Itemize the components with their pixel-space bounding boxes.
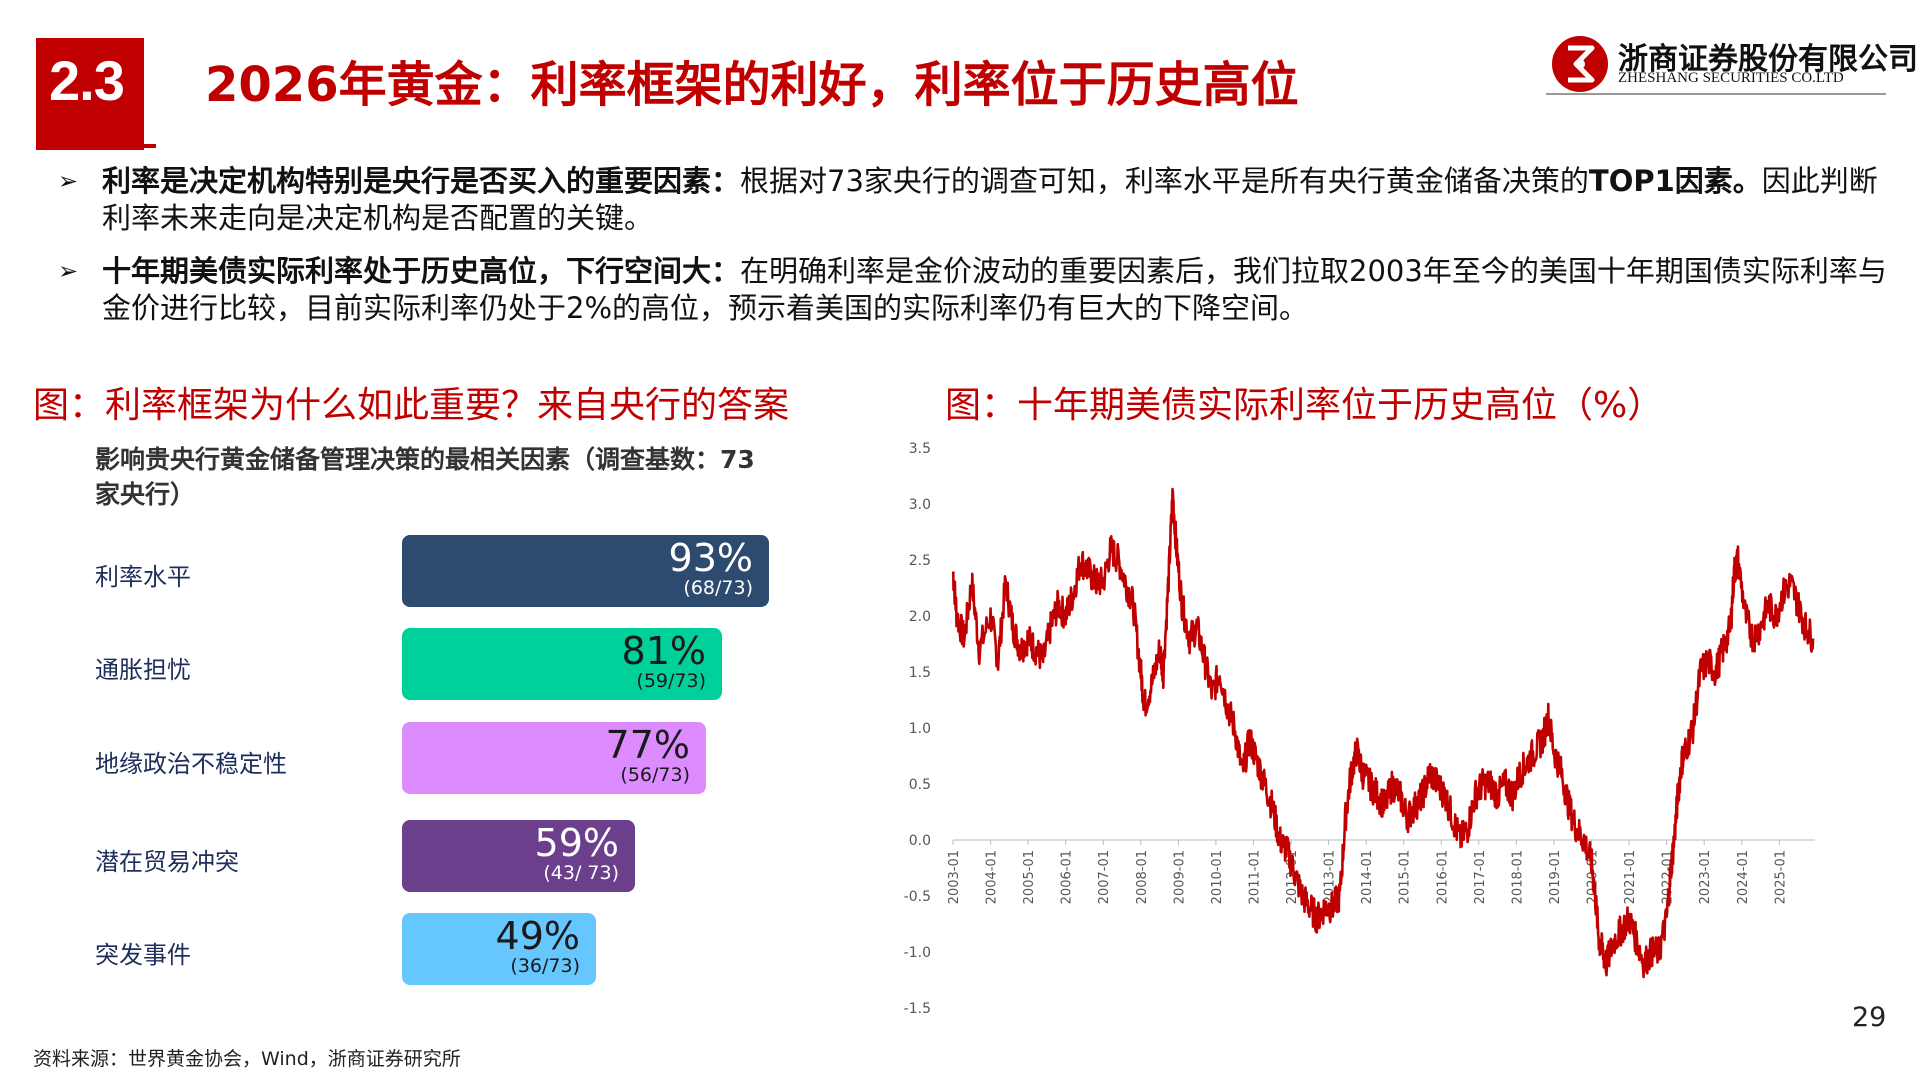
company-name-cn: 浙商证券股份有限公司 (1618, 42, 1918, 77)
bar-chart-heading: 影响贵央行黄金储备管理决策的最相关因素（调查基数：73家央行） (95, 445, 755, 509)
bar-count-label: (56/73) (620, 764, 690, 786)
bar-count-label: (43/ 73) (543, 862, 619, 884)
y-tick-label: 1.0 (909, 721, 931, 737)
x-tick-label: 2004-01 (985, 850, 1000, 904)
bar-value-label: 49% (495, 914, 580, 958)
bar-category-label: 突发事件 (95, 941, 191, 969)
real-rate-series-line (951, 487, 1815, 979)
page-number: 29 (1852, 1002, 1887, 1033)
y-tick-label: -0.5 (904, 889, 931, 905)
right-figure-title: 图：十年期美债实际利率位于历史高位（%） (945, 385, 1664, 426)
bar-category-label: 利率水平 (95, 563, 191, 591)
bullet-1-text-b: 因此判断利率未来走向是决定机构是否配置的关键。 (102, 164, 1878, 235)
bullet-1-text-a: 根据对73家央行的调查可知，利率水平是所有央行黄金储备决策的 (740, 164, 1589, 198)
x-tick-label: 2006-01 (1060, 850, 1075, 904)
source-note: 资料来源：世界黄金协会，Wind，浙商证券研究所 (33, 1048, 461, 1070)
bar: 59% (43/ 73) (402, 820, 635, 892)
x-tick-label: 2025-01 (1773, 850, 1788, 904)
logo-divider (1546, 93, 1886, 95)
bar: 49% (36/73) (402, 913, 596, 985)
x-tick-label: 2007-01 (1097, 850, 1112, 904)
bar: 93% (68/73) (402, 535, 769, 607)
y-tick-label: 3.5 (909, 441, 931, 457)
real-rate-line-chart: 3.5 3.0 2.5 2.0 1.5 1.0 0.5 0.0 -0.5 -1.0 -1.5 2003… (904, 441, 1815, 1017)
bar-value-label: 59% (534, 821, 619, 865)
bar: 81% (59/73) (402, 628, 722, 700)
x-tick-label: 2010-01 (1210, 850, 1225, 904)
bar-count-label: (59/73) (636, 670, 706, 692)
x-tick-label: 2024-01 (1736, 850, 1751, 904)
x-tick-label: 2016-01 (1435, 850, 1450, 904)
bullet-2-bold: 十年期美债实际利率处于历史高位，下行空间大： (102, 254, 741, 288)
x-tick-label: 2009-01 (1172, 850, 1187, 904)
bullet-arrow-icon: ➢ (58, 257, 79, 285)
x-tick-label: 2018-01 (1510, 850, 1525, 904)
y-tick-label: 1.5 (909, 665, 931, 681)
bar-count-label: (68/73) (683, 577, 753, 599)
section-badge (36, 38, 144, 150)
left-figure-title: 图：利率框架为什么如此重要？来自央行的答案 (33, 385, 790, 426)
page-title: 2026年黄金：利率框架的利好，利率位于历史高位 (205, 57, 1299, 113)
zheshang-logo-icon (1552, 36, 1608, 92)
section-number: 2.3 (49, 49, 125, 112)
x-tick-label: 2019-01 (1548, 850, 1563, 904)
x-tick-label: 2011-01 (1247, 850, 1262, 904)
section-badge-underline (36, 144, 156, 148)
bullet-1-bold-b: TOP1因素。 (1588, 164, 1762, 198)
y-tick-label: -1.0 (904, 945, 931, 961)
y-tick-label: 2.5 (909, 553, 931, 569)
x-tick-label: 2015-01 (1398, 850, 1413, 904)
y-tick-label: 2.0 (909, 609, 931, 625)
x-tick-label: 2021-01 (1623, 850, 1638, 904)
y-tick-label: 0.5 (909, 777, 931, 793)
bar-category-label: 潜在贸易冲突 (95, 848, 239, 876)
bar-count-label: (36/73) (510, 955, 580, 977)
x-tick-label: 2017-01 (1473, 850, 1488, 904)
x-tick-label: 2005-01 (1022, 850, 1037, 904)
x-tick-label: 2003-01 (947, 850, 962, 904)
bar-category-label: 通胀担忧 (95, 656, 191, 684)
bar-value-label: 77% (605, 723, 690, 767)
y-tick-label: 3.0 (909, 497, 931, 513)
bullet-arrow-icon: ➢ (58, 167, 79, 195)
bar-value-label: 93% (668, 536, 753, 580)
y-tick-label: 0.0 (909, 833, 931, 849)
bar: 77% (56/73) (402, 722, 706, 794)
x-tick-label: 2008-01 (1135, 850, 1150, 904)
y-tick-label: -1.5 (904, 1001, 931, 1017)
company-name-en: ZHESHANG SECURITIES CO.LTD (1618, 70, 1844, 86)
bar-value-label: 81% (621, 629, 706, 673)
bullet-2-text: 在明确利率是金价波动的重要因素后，我们拉取2003年至今的美国十年期国债实际利率… (102, 254, 1887, 325)
bar-category-label: 地缘政治不稳定性 (95, 750, 287, 778)
x-tick-label: 2014-01 (1360, 850, 1375, 904)
x-tick-label: 2023-01 (1698, 850, 1713, 904)
bullet-1-bold: 利率是决定机构特别是央行是否买入的重要因素： (102, 164, 741, 198)
